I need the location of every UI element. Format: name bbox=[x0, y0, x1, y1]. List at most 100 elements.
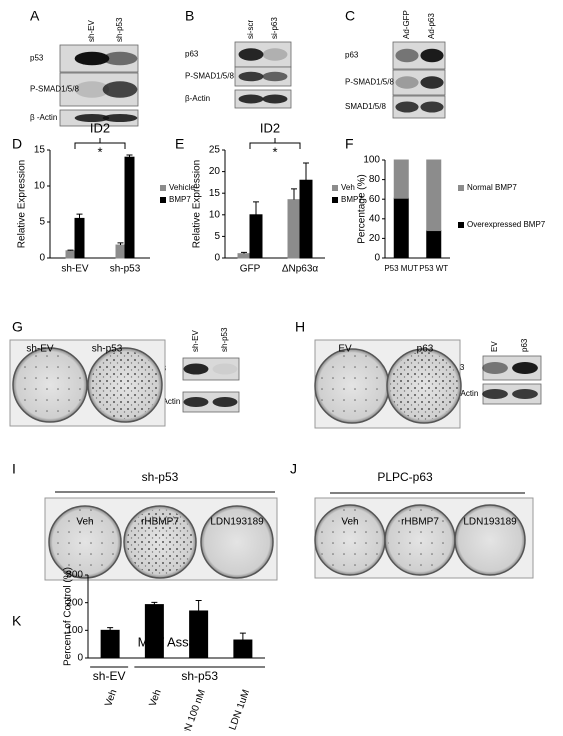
blot-row-label: β -Actin bbox=[153, 397, 180, 406]
blot-band bbox=[212, 397, 238, 407]
blot-band bbox=[262, 94, 288, 104]
y-axis-label: Relative Expression bbox=[192, 160, 203, 248]
y-tick-label: 100 bbox=[66, 625, 83, 636]
legend-swatch bbox=[332, 197, 338, 203]
legend-label: Overexpressed BMP7 bbox=[467, 220, 546, 229]
legend-swatch bbox=[332, 185, 338, 191]
blot-column-label: EV bbox=[490, 341, 499, 352]
blot-band bbox=[102, 114, 138, 122]
bracket bbox=[74, 138, 126, 149]
axes bbox=[49, 150, 150, 259]
blot-band bbox=[74, 51, 110, 66]
y-tick-label: 80 bbox=[369, 174, 381, 185]
legend-label: Vehicle bbox=[169, 183, 195, 192]
y-tick-label: 20 bbox=[369, 233, 381, 244]
y-axis-label: Percentage (%) bbox=[357, 174, 368, 243]
bar bbox=[426, 159, 442, 232]
panel-letter: D bbox=[12, 136, 22, 152]
blot-band bbox=[512, 362, 538, 374]
chart-title: ID2 bbox=[260, 120, 280, 135]
y-tick-label: 5 bbox=[214, 231, 220, 242]
x-tick-label: LDN 100 nM bbox=[178, 688, 208, 731]
error-bar bbox=[239, 632, 246, 641]
plate-label: p63 bbox=[417, 344, 434, 355]
y-tick-label: 60 bbox=[369, 194, 381, 205]
bar bbox=[144, 604, 164, 659]
panel-letter: I bbox=[12, 461, 16, 477]
error-bar bbox=[195, 599, 202, 611]
blot-strip bbox=[182, 357, 240, 381]
blot-band bbox=[395, 48, 419, 63]
x-tick-label: sh-p53 bbox=[110, 264, 141, 275]
blot-band bbox=[183, 397, 209, 407]
plate-label: rHBMP7 bbox=[141, 517, 179, 528]
error-bar bbox=[117, 242, 124, 246]
blot-band bbox=[420, 76, 444, 89]
y-tick-label: 25 bbox=[209, 145, 221, 156]
y-tick-label: 200 bbox=[66, 597, 83, 608]
bar bbox=[237, 253, 251, 259]
blot-row-label: P-SMAD1/5/8 bbox=[345, 78, 394, 87]
y-tick-label: 0 bbox=[214, 253, 220, 264]
blot-row-label: β -Actin bbox=[451, 389, 478, 398]
blot-band bbox=[102, 51, 138, 66]
x-tick-label: P53 WT bbox=[419, 264, 448, 273]
y-tick-label: 5 bbox=[39, 217, 45, 228]
blot-row-label: p53 bbox=[30, 54, 44, 63]
bar bbox=[74, 217, 85, 259]
panel-letter: H bbox=[295, 319, 305, 335]
bar bbox=[100, 629, 120, 659]
bar bbox=[393, 197, 409, 259]
bar bbox=[299, 179, 313, 259]
blot-band bbox=[102, 81, 138, 98]
blot-band bbox=[212, 363, 238, 375]
plate-label: LDN193189 bbox=[463, 517, 517, 528]
colonies bbox=[16, 351, 84, 419]
y-tick-label: 20 bbox=[209, 166, 221, 177]
blot-band bbox=[183, 363, 209, 375]
chart-title: ID2 bbox=[90, 120, 110, 135]
x-tick-label: Veh bbox=[147, 688, 163, 708]
colonies bbox=[52, 509, 118, 575]
y-tick-label: 15 bbox=[34, 145, 46, 156]
blot-row-label: β -Actin bbox=[30, 113, 57, 122]
panel-letter: E bbox=[175, 136, 184, 152]
panel-letter: J bbox=[290, 461, 297, 477]
plate-title: PLPC-p63 bbox=[377, 470, 433, 484]
bar bbox=[65, 250, 76, 259]
x-tick-label: Veh bbox=[103, 688, 119, 708]
plate bbox=[200, 505, 274, 579]
blot-band bbox=[420, 101, 444, 113]
y-axis-label: Percent of Control (%) bbox=[63, 567, 74, 666]
panel-letter: G bbox=[12, 319, 23, 335]
blot-column-label: si-p63 bbox=[270, 17, 279, 39]
blot-band bbox=[395, 76, 419, 89]
y-tick-label: 10 bbox=[34, 181, 46, 192]
blot-band bbox=[238, 94, 264, 104]
legend-label: Normal BMP7 bbox=[467, 183, 517, 192]
error-bar bbox=[107, 627, 114, 631]
blot-column-label: sh-p53 bbox=[220, 327, 229, 352]
y-axis-label: Relative Expression bbox=[17, 160, 28, 248]
blot-column-label: Ad-p63 bbox=[427, 13, 436, 39]
blot-row-label: P-SMAD1/5/8 bbox=[185, 72, 234, 81]
bar bbox=[393, 159, 409, 199]
bar bbox=[189, 610, 209, 659]
blot-column-label: si-scr bbox=[246, 20, 255, 39]
plate-label: Veh bbox=[76, 517, 93, 528]
blot-row-label: β-Actin bbox=[185, 94, 210, 103]
x-tick-label: GFP bbox=[240, 264, 261, 275]
panel-letter: K bbox=[12, 613, 22, 629]
error-bar bbox=[253, 201, 259, 215]
blot-band bbox=[482, 389, 508, 399]
blot-column-label: sh-p53 bbox=[115, 17, 124, 42]
error-bar bbox=[76, 213, 83, 219]
error-bar bbox=[126, 154, 133, 158]
legend-label: Veh bbox=[341, 183, 355, 192]
group-label: sh-EV bbox=[93, 669, 126, 683]
blot-column-label: sh-EV bbox=[87, 20, 96, 42]
colonies bbox=[127, 509, 193, 575]
blot-column-label: Ad-GFP bbox=[402, 10, 411, 39]
error-bar bbox=[291, 188, 297, 200]
